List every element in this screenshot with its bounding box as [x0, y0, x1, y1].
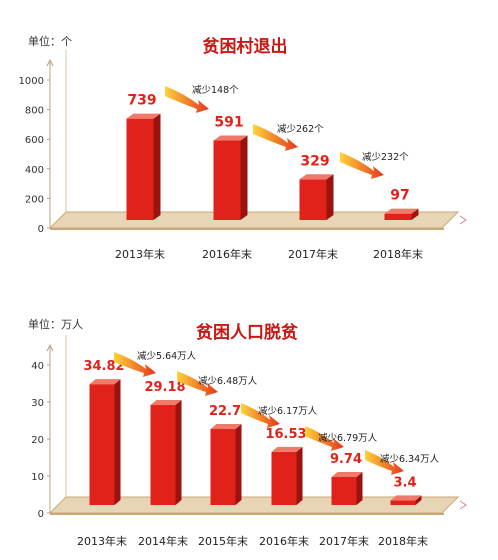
bar	[299, 179, 327, 220]
y-tick-label: 40	[31, 361, 44, 372]
bar-side	[326, 174, 334, 220]
decrease-arrow	[165, 86, 209, 113]
bar-top	[210, 424, 242, 430]
decrease-annotation: 减少5.64万人	[137, 350, 197, 362]
decrease-arrow	[365, 450, 404, 475]
bar-top	[384, 208, 419, 214]
y-axis-arrowhead	[46, 343, 54, 352]
y-tick-label: 400	[25, 165, 44, 176]
decrease-arrow	[114, 352, 156, 377]
bar-value-label: 591	[214, 115, 243, 131]
bar	[210, 429, 236, 505]
bar-side	[356, 471, 363, 505]
x-tick-label: 2018年末	[378, 534, 428, 548]
decrease-arrow	[253, 124, 298, 151]
y-tick-label: 800	[25, 106, 44, 117]
bar-top	[89, 379, 121, 385]
chart-title: 贫困村退出	[202, 36, 288, 57]
decrease-arrow	[305, 426, 344, 451]
bar	[89, 384, 115, 505]
y-tick-label: 1000	[19, 76, 44, 87]
x-tick-label: 2013年末	[115, 247, 165, 261]
bar-side	[240, 135, 248, 220]
y-tick-label: 20	[31, 435, 44, 446]
bar-side	[296, 446, 303, 505]
bar	[390, 500, 416, 505]
bar	[271, 451, 297, 505]
bar-value-label: 97	[390, 188, 409, 204]
x-tick-label: 2018年末	[373, 247, 423, 261]
decrease-annotation: 减少6.79万人	[318, 432, 378, 444]
bar-side	[411, 208, 419, 220]
bar-value-label: 3.4	[393, 475, 416, 490]
unit-label: 单位：个	[28, 34, 72, 48]
chart-title: 贫困人口脱贫	[195, 322, 299, 343]
unit-label: 单位：万人	[28, 317, 83, 331]
x-axis-arrowhead	[459, 500, 467, 510]
x-tick-label: 2014年末	[138, 534, 188, 548]
y-tick-label: 0	[38, 509, 44, 520]
chart-2: 单位：万人 贫困人口脱贫 0 10 20 30 40 34.82 2013年末 29.18 2014…	[28, 317, 467, 548]
decrease-arrow	[177, 371, 218, 396]
bar-top	[150, 400, 182, 406]
x-tick-label: 2016年末	[259, 534, 309, 548]
bar	[331, 476, 357, 505]
bar	[126, 118, 154, 220]
y-tick-label: 30	[31, 398, 44, 409]
bar-value-label: 22.7	[209, 404, 241, 419]
bar-top	[213, 135, 248, 141]
bar-value-label: 16.53	[265, 427, 306, 442]
bar	[384, 213, 412, 220]
bar	[150, 405, 176, 505]
bar-top	[331, 471, 363, 477]
decrease-arrow	[241, 403, 280, 428]
y-tick-label: 600	[25, 135, 44, 146]
bar-side	[175, 400, 182, 505]
decrease-arrow	[340, 152, 384, 179]
bar-value-label: 34.82	[83, 359, 124, 374]
bar-side	[235, 424, 242, 505]
bar-value-label: 29.18	[144, 380, 185, 395]
bar-top	[271, 446, 303, 452]
y-tick-label: 10	[31, 472, 44, 483]
decrease-annotation: 减少262个	[277, 123, 324, 135]
decrease-annotation: 减少148个	[192, 84, 239, 96]
x-tick-label: 2015年末	[198, 534, 248, 548]
x-tick-label: 2017年末	[288, 247, 338, 261]
y-tick-label: 0	[38, 224, 44, 235]
x-tick-label: 2013年末	[77, 534, 127, 548]
x-axis-arrowhead	[459, 215, 467, 225]
decrease-annotation: 减少6.34万人	[380, 453, 440, 465]
bar-value-label: 9.74	[330, 452, 362, 467]
x-tick-label: 2016年末	[202, 247, 252, 261]
decrease-annotation: 减少232个	[362, 151, 409, 163]
y-axis-arrowhead	[46, 58, 54, 67]
decrease-annotation: 减少6.17万人	[258, 405, 318, 417]
bar-top	[390, 495, 422, 501]
bar-side	[114, 379, 121, 505]
decrease-annotation: 减少6.48万人	[198, 375, 258, 387]
bar-side	[415, 495, 422, 505]
x-tick-label: 2017年末	[319, 534, 369, 548]
bar-top	[299, 174, 334, 180]
y-tick-label: 200	[25, 194, 44, 205]
bar-side	[153, 113, 161, 220]
bar-value-label: 739	[127, 93, 156, 109]
bar	[213, 140, 241, 220]
chart-1: 单位：个 贫困村退出 0 200 400 600 800 1000 739 2013年末 591 20…	[19, 34, 467, 261]
bar-value-label: 329	[300, 153, 329, 169]
bar-top	[126, 113, 161, 119]
